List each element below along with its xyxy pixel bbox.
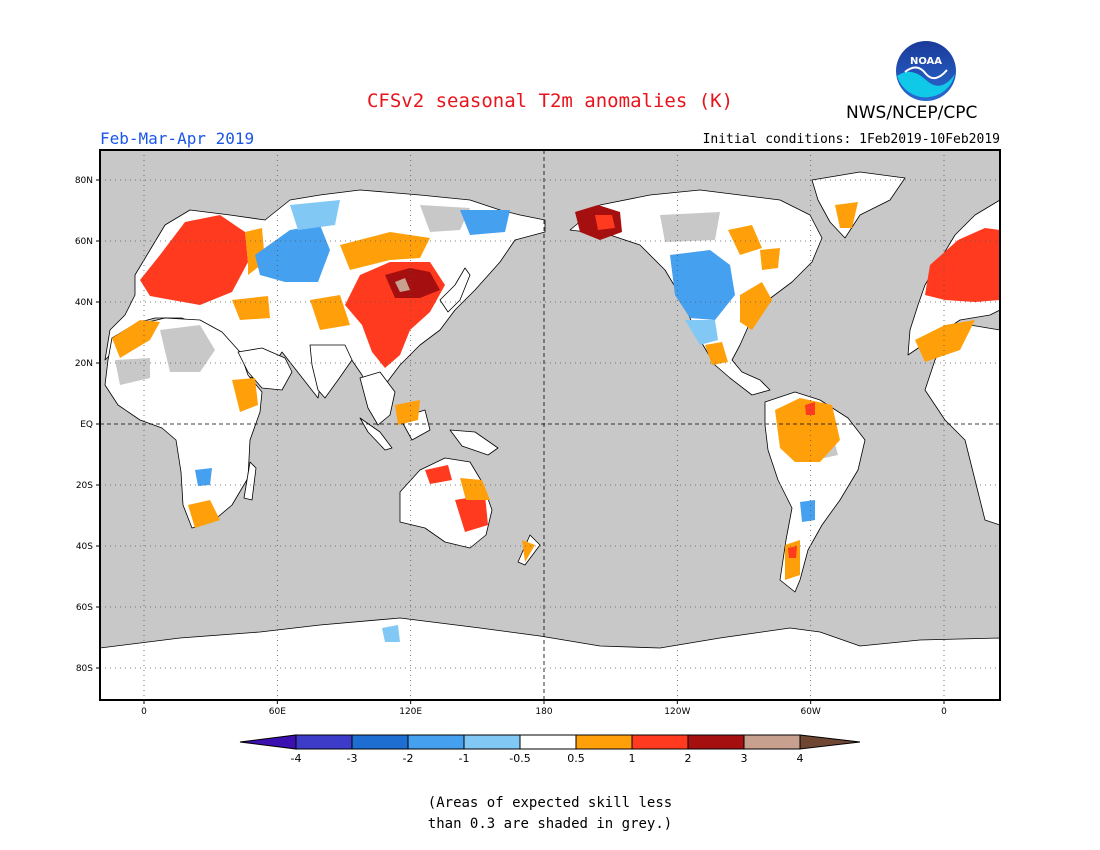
anomaly-map: 80N 60N 40N 20N EQ 20S 40S 60S 80S 0 60E 120E 180 12… [75,149,1001,717]
warm-anomaly-hudson [728,225,762,255]
warm-anomaly-quebec [760,248,780,270]
colorbar-label: -4 [291,752,302,765]
warm-anomaly-central-asia [340,232,430,270]
colorbar-segment [463,734,521,750]
colorbar-label: -2 [403,752,414,765]
cool-anomaly-antarctica [382,625,400,642]
hot-anomaly-amazon [805,402,815,415]
low-skill-patch-sahara [115,358,150,385]
skill-note: (Areas of expected skill less than 0.3 a… [0,793,1100,835]
warm-anomaly-alaska-rim [595,215,615,230]
warm-anomaly-nz [522,540,535,562]
colorbar-segment [519,734,577,750]
warm-anomaly-greenland [835,202,858,228]
hot-core-mongolia [395,278,410,292]
lat-tick-label: 40N [75,298,93,308]
colorbar-segment [687,734,745,750]
warm-anomaly-east-us [740,282,772,330]
colorbar-label: -3 [347,752,358,765]
map-frame [99,149,1001,701]
colorbar-segment [575,734,633,750]
lon-tick-label: 120W [664,707,690,717]
colorbar-label: 0.5 [567,752,585,765]
graticule [100,150,1000,700]
japan [439,267,471,313]
colorbar-segment [295,734,353,750]
lon-tick-label: 0 [941,707,947,717]
lon-tick-label: 60W [800,707,820,717]
colorbar-segment [743,734,801,750]
organization-label: NWS/NCEP/CPC [846,103,978,123]
colorbar-arrow-low [239,734,297,750]
season-label: Feb-Mar-Apr 2019 [100,129,255,148]
arabia [237,347,293,391]
cool-anomaly-central-asia [255,225,330,282]
lat-tick-label: EQ [80,420,93,430]
colorbar-segment [351,734,409,750]
skill-note-line2: than 0.3 are shaded in grey.) [427,816,673,832]
lon-tick-label: 180 [535,707,552,717]
cool-anomaly-west-siberia [290,200,340,230]
noaa-logo: NOAA [896,41,956,101]
warm-anomaly-east-africa [232,378,258,412]
india [309,344,353,399]
antarctica [100,617,1000,700]
new-guinea [449,429,499,456]
skill-note-line1: (Areas of expected skill less [427,795,673,811]
lat-tick-label: 40S [76,542,93,552]
map-title: CFSv2 seasonal T2m anomalies (K) [366,90,734,112]
colorbar-arrow-high [799,734,861,750]
lat-tick-label: 80S [76,664,93,674]
warm-anomaly-amazon [775,398,840,462]
cool-anomaly-s-africa [195,468,212,486]
low-skill-patch-canada [660,212,720,242]
warm-anomaly-sahel-wrap [915,320,975,362]
warm-anomaly-e-australia [455,495,488,532]
warm-anomaly-europe [140,215,248,305]
lon-tick-label: 120E [399,707,422,717]
hot-anomaly-patagonia [788,546,797,558]
lat-tick-label: 60N [75,237,93,247]
colorbar-label: -0.5 [509,752,530,765]
colorbar-label: 3 [741,752,748,765]
hot-anomaly-mongolia [385,268,440,298]
sumatra [359,417,393,451]
cool-anomaly-east-siberia [460,210,510,235]
latitude-axis: 80N 60N 40N 20N EQ 20S 40S 60S 80S [75,176,100,674]
low-skill-patch-africa [160,325,215,372]
noaa-logo-text: NOAA [910,56,942,67]
colorbar-label: 2 [685,752,692,765]
lat-tick-label: 60S [76,603,93,613]
warm-anomaly-e-australia-rim [460,478,490,500]
warm-anomaly-mexico [705,342,728,365]
lon-tick-label: 60E [269,707,286,717]
warm-anomaly-europe-wrap [925,228,1000,302]
initial-conditions-label: Initial conditions: 1Feb2019-10Feb2019 [702,132,1000,147]
cool-anomaly-west-na [670,250,735,320]
colorbar-label: 1 [629,752,636,765]
warm-anomaly-tibet [310,295,350,330]
lat-tick-label: 20S [76,481,93,491]
colorbar: -4 -3 -2 -1 -0.5 0.5 1 2 3 4 [239,734,861,765]
se-asia [359,371,396,426]
cool-anomaly-west-na-rim [685,320,718,345]
lat-tick-label: 20N [75,359,93,369]
colorbar-label: 4 [797,752,804,765]
madagascar [243,461,257,501]
colorbar-label: -1 [459,752,470,765]
cool-anomaly-argentina [800,500,815,522]
longitude-axis: 0 60E 120E 180 120W 60W 0 [141,700,947,717]
colorbar-segment [631,734,689,750]
lat-tick-label: 80N [75,176,93,186]
warm-anomaly-south-africa [188,500,220,528]
lon-tick-label: 0 [141,707,147,717]
colorbar-segment [407,734,465,750]
low-skill-patch-siberia [420,205,470,232]
warm-anomaly-patagonia [785,540,800,580]
warm-anomaly-indonesia [395,400,420,425]
warm-anomaly-n-australia [425,465,452,484]
greenland [811,171,906,239]
warm-anomaly-sahel [112,320,160,358]
